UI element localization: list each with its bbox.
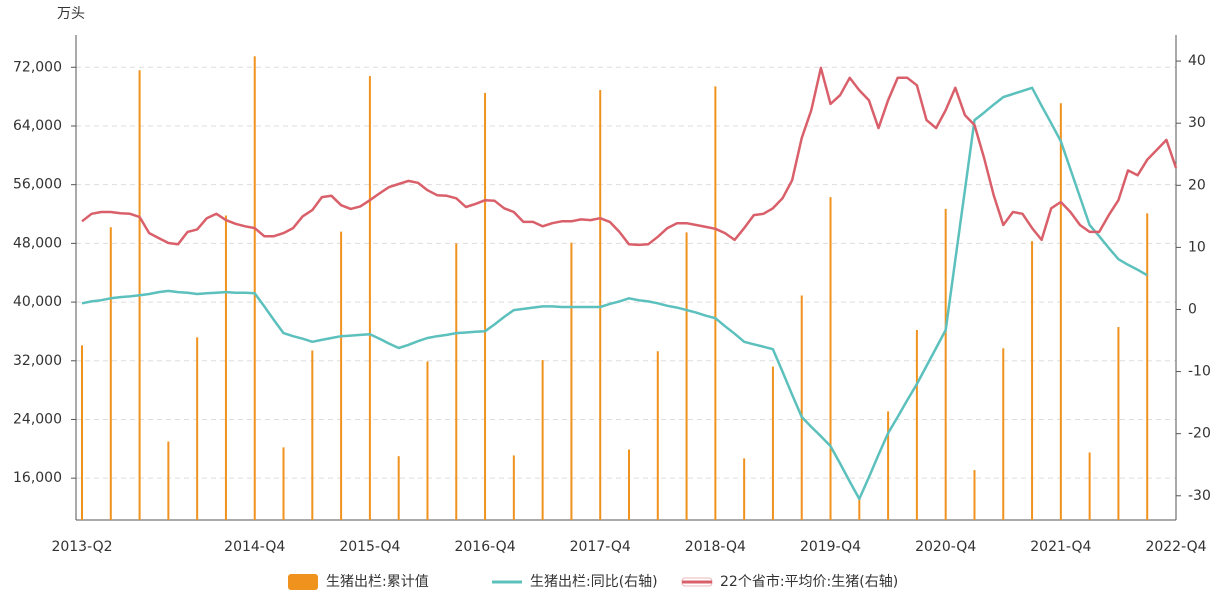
bar [1059, 103, 1062, 520]
bar [196, 337, 199, 520]
bar [656, 351, 659, 520]
bar [599, 90, 602, 520]
bar [1117, 327, 1120, 520]
x-tick-label: 2018-Q4 [685, 539, 746, 555]
x-tick-label: 2021-Q4 [1030, 539, 1091, 555]
line [81, 86, 1148, 501]
y-tick-label: 16,000 [13, 470, 62, 486]
y2-tick-label: 40 [1188, 53, 1206, 69]
y2-tick-label: 20 [1188, 177, 1206, 193]
bar [512, 455, 515, 520]
y-tick-label: 48,000 [13, 235, 62, 251]
bar [743, 458, 746, 520]
bar [944, 208, 947, 520]
line [81, 66, 1178, 247]
bar [340, 231, 343, 520]
x-tick-label: 2022-Q4 [1145, 539, 1206, 555]
bar [109, 227, 112, 521]
x-tick-label: 2017-Q4 [570, 539, 631, 555]
bar [887, 411, 890, 520]
legend-item: 生猪出栏:累计值 [288, 574, 429, 590]
bar [81, 345, 83, 520]
bar [311, 350, 314, 520]
legend-label: 生猪出栏:累计值 [326, 574, 429, 590]
bar [455, 243, 458, 521]
bar [973, 470, 976, 520]
y2-tick-label: -20 [1188, 426, 1211, 442]
y-tick-label: 24,000 [13, 411, 62, 427]
y2-tick-label: 10 [1188, 239, 1206, 255]
x-tick-label: 2020-Q4 [915, 539, 976, 555]
bar [1088, 452, 1091, 520]
legend-label: 生猪出栏:同比(右轴) [530, 574, 658, 590]
x-tick-label: 2019-Q4 [800, 539, 861, 555]
bar [224, 215, 227, 520]
bar [858, 497, 861, 520]
bar [714, 86, 717, 520]
y-unit: 万头 [57, 6, 85, 22]
y2-tick-label: 30 [1188, 115, 1206, 131]
y-tick-label: 56,000 [13, 177, 62, 193]
legend-label: 22个省市:平均价:生猪(右轴) [720, 573, 898, 590]
bar [484, 92, 487, 520]
y2-tick-label: 0 [1188, 301, 1197, 317]
y2-tick-label: -30 [1188, 488, 1211, 504]
bar [771, 366, 774, 520]
x-tick-label: 2016-Q4 [454, 539, 515, 555]
bar [541, 360, 544, 520]
legend-item: 生猪出栏:同比(右轴) [492, 574, 658, 590]
x-tick-label: 2014-Q4 [224, 539, 285, 555]
bar [282, 447, 285, 520]
bar [167, 441, 170, 520]
legend-swatch [288, 574, 318, 590]
x-tick-label: 2013-Q2 [51, 539, 112, 555]
bar [368, 76, 371, 520]
y-tick-label: 64,000 [13, 118, 62, 134]
bar [397, 456, 400, 520]
legend-item: 22个省市:平均价:生猪(右轴) [681, 573, 898, 590]
y-tick-label: 32,000 [13, 353, 62, 369]
bar [800, 295, 803, 520]
bar [426, 361, 429, 520]
bar [570, 242, 573, 520]
bar [1002, 348, 1005, 520]
y-tick-label: 72,000 [13, 59, 62, 75]
bar [628, 449, 630, 520]
y2-tick-label: -10 [1188, 364, 1211, 380]
bar [915, 329, 918, 520]
bar [1031, 241, 1034, 520]
bar [685, 232, 688, 520]
x-tick-label: 2015-Q4 [339, 539, 400, 555]
bar [1146, 213, 1149, 520]
y-tick-label: 40,000 [13, 294, 62, 310]
bar [253, 56, 256, 520]
bar [829, 197, 832, 520]
